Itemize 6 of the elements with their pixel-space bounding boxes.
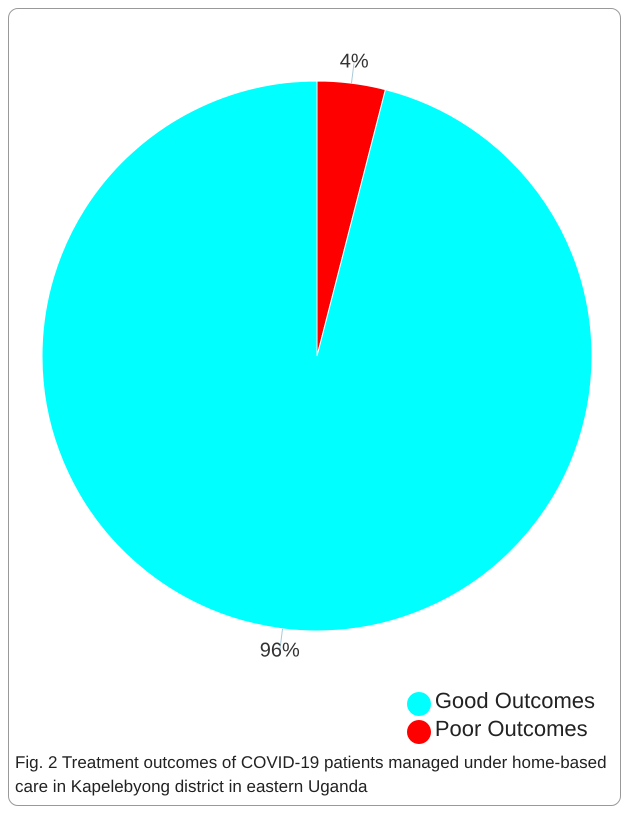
legend-label: Good Outcomes bbox=[434, 688, 595, 714]
caption: Fig. 2 Treatment outcomes of COVID-19 patients managed under home-based care in Kapelebyong district in eastern Uganda bbox=[14, 752, 608, 798]
data-label: 4% bbox=[340, 50, 369, 72]
legend-label: Poor Outcomes bbox=[434, 716, 588, 742]
pie-slice bbox=[42, 80, 592, 631]
data-label: 96% bbox=[260, 640, 300, 662]
